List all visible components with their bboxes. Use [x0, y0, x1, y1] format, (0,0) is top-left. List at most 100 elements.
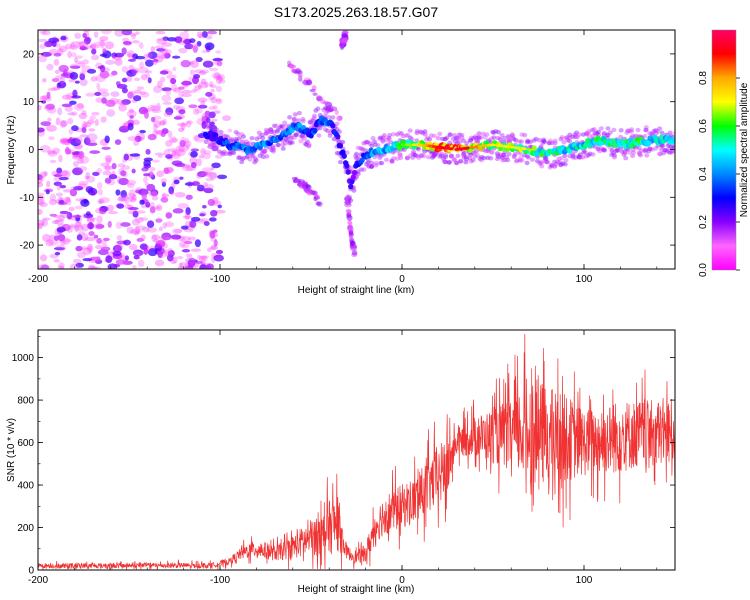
- spectrogram-cell: [94, 244, 103, 250]
- spectrogram-cell: [481, 155, 487, 161]
- spectrogram-cell: [309, 189, 314, 195]
- spectrogram-cell: [39, 197, 45, 206]
- spectrogram-cell: [531, 138, 537, 143]
- spectrogram-cell: [443, 159, 449, 165]
- spectrogram-cell: [287, 60, 292, 65]
- spectrogram-cell: [275, 143, 281, 148]
- spectrogram-cell: [192, 77, 200, 84]
- spectrogram-cell: [657, 151, 663, 156]
- spectrogram-cell: [59, 210, 69, 215]
- spectrogram-cell: [166, 253, 174, 262]
- spectrogram-cell: [340, 139, 346, 145]
- spectrogram-cell: [552, 164, 558, 169]
- spectrogram-cell: [141, 193, 147, 200]
- spectrogram-cell: [625, 128, 631, 133]
- spectrogram-cell: [182, 165, 193, 172]
- spectrogram-cell: [584, 131, 590, 136]
- spectrogram-cell: [601, 132, 607, 137]
- spectrogram-cell: [611, 155, 617, 160]
- spectrogram-cell: [549, 162, 555, 168]
- spectrogram-cell: [595, 146, 601, 152]
- spectrogram-cell: [543, 156, 549, 161]
- spectrogram-cell: [154, 45, 164, 50]
- spectrogram-cell: [38, 223, 44, 228]
- spectrogram-cell: [138, 42, 144, 49]
- spectrogram-cell: [513, 159, 519, 164]
- spectrogram-cell: [369, 163, 375, 169]
- spectrogram-cell: [150, 201, 155, 210]
- spectrogram-cell: [116, 235, 123, 241]
- spectrogram-cell: [107, 204, 115, 212]
- spectrogram-cell: [311, 113, 317, 119]
- spectrogram-cell: [524, 140, 530, 145]
- spectrogram-cell: [79, 134, 89, 138]
- spectrogram-cell: [240, 134, 246, 139]
- spectrogram-cell: [372, 139, 378, 144]
- spectrogram-cell: [202, 204, 207, 209]
- spectrogram-cell: [154, 152, 165, 156]
- spectrogram-cell: [203, 187, 214, 194]
- spectrogram-cell: [584, 131, 590, 137]
- spectrogram-cell: [131, 218, 141, 226]
- spectrogram-cell: [69, 63, 80, 69]
- spectrogram-cell: [439, 151, 445, 156]
- spectrogram-cell: [323, 111, 329, 116]
- spectrogram-cell: [72, 258, 82, 264]
- spectrogram-cell: [570, 155, 576, 160]
- spectrogram-cell: [88, 265, 98, 269]
- spectrogram-cell: [278, 123, 284, 129]
- spectrogram-cell: [115, 221, 123, 229]
- spectrogram-cell: [67, 112, 76, 116]
- spectrogram-cell: [87, 119, 95, 124]
- spectrogram-cell: [96, 82, 101, 90]
- snr-y-tick-label: 200: [17, 523, 34, 534]
- spectrogram-cell: [538, 160, 544, 165]
- spectrogram-cell: [519, 132, 525, 137]
- spectrogram-cell: [168, 186, 175, 195]
- spectrogram-cell: [100, 30, 112, 35]
- spectrogram-cell: [204, 42, 215, 51]
- spectrogram-cell: [162, 101, 172, 105]
- spectrogram-cell: [649, 131, 655, 137]
- spectrogram-cell: [576, 132, 582, 137]
- spectrogram-cell: [74, 136, 83, 144]
- spectrogram-cell: [170, 78, 177, 85]
- spectrogram-cell: [574, 130, 580, 135]
- spectrogram-cell: [203, 139, 209, 145]
- spectrogram-cell: [158, 226, 163, 232]
- spectrogram-cell: [261, 149, 267, 154]
- spectrogram-cell: [559, 135, 565, 140]
- spectrogram-cell: [611, 127, 617, 133]
- spectrogram-cell: [81, 233, 89, 242]
- spectrogram-cell: [624, 130, 630, 136]
- spectrogram-cell: [80, 199, 90, 207]
- spectrogram-cell: [120, 222, 131, 227]
- spectrogram-cell: [327, 133, 333, 138]
- spectrogram-cell: [411, 149, 417, 154]
- spectrogram-cell: [181, 249, 191, 253]
- spectrogram-cell: [152, 159, 160, 163]
- spectrogram-cell: [384, 137, 390, 143]
- spectrogram-cell: [494, 151, 500, 156]
- spectrogram-cell: [93, 31, 99, 38]
- spectrogram-cell: [646, 149, 652, 154]
- spectrogram-cell: [471, 150, 477, 155]
- spectrogram-cell: [172, 256, 178, 264]
- spectrogram-cell: [590, 152, 596, 157]
- spectrogram-cell: [147, 248, 158, 257]
- spectrogram-cell: [389, 159, 395, 164]
- spectrogram-cell: [64, 196, 71, 202]
- spectrogram-cell: [359, 157, 365, 163]
- spectrogram-cell: [86, 133, 98, 142]
- spectrogram-cell: [657, 151, 663, 157]
- spectrogram-cell: [92, 171, 100, 176]
- spectrogram-cell: [195, 173, 203, 179]
- spectrogram-cell: [586, 134, 592, 139]
- spectrogram-cell: [418, 153, 424, 159]
- spectrogram-cell: [284, 138, 290, 143]
- spectrogram-cell: [216, 60, 223, 67]
- spectrogram-cell: [201, 121, 207, 129]
- spectrogram-cell: [58, 236, 66, 243]
- spectrogram-cell: [653, 146, 659, 151]
- spectrogram-cell: [38, 202, 48, 208]
